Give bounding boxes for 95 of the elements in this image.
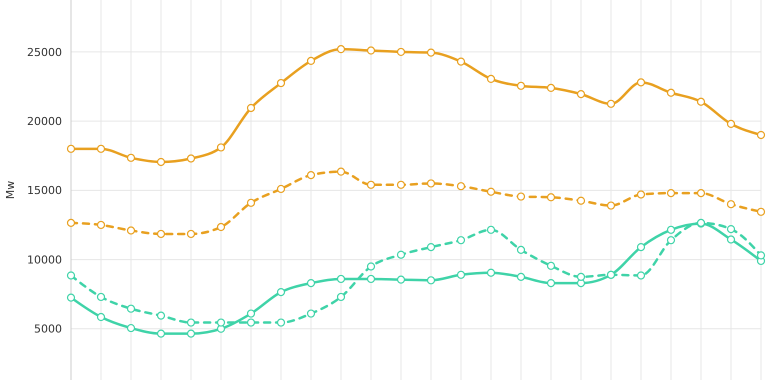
y-tick-label: 5000 — [34, 322, 62, 336]
point — [126, 154, 136, 162]
point — [456, 58, 466, 66]
point — [576, 272, 586, 281]
point — [726, 120, 736, 128]
point — [516, 246, 526, 254]
point — [96, 292, 106, 302]
point — [186, 154, 196, 163]
point — [726, 235, 736, 244]
y-tick-label: 20000 — [27, 114, 62, 128]
point — [276, 184, 286, 194]
point — [126, 324, 136, 332]
point — [636, 271, 646, 280]
point — [246, 318, 256, 327]
point — [756, 208, 766, 216]
point — [66, 144, 76, 153]
point — [696, 189, 706, 198]
point — [666, 88, 676, 97]
point — [366, 262, 376, 271]
point — [756, 130, 766, 140]
point — [276, 318, 286, 327]
point — [96, 220, 106, 230]
point — [396, 250, 406, 259]
point — [546, 84, 556, 92]
point — [96, 312, 106, 322]
point — [546, 193, 556, 202]
point — [486, 74, 496, 84]
point — [426, 276, 436, 284]
point — [246, 309, 256, 318]
point — [66, 271, 76, 280]
point — [366, 180, 376, 189]
point — [756, 251, 766, 260]
point — [306, 56, 316, 66]
point — [366, 274, 376, 284]
point — [396, 48, 406, 56]
point — [606, 100, 616, 108]
point — [156, 158, 166, 166]
point — [216, 318, 226, 327]
point — [726, 200, 736, 208]
point — [336, 45, 346, 54]
point — [216, 143, 226, 152]
point — [186, 330, 196, 338]
point — [456, 236, 466, 244]
point — [486, 226, 496, 234]
point — [96, 144, 106, 153]
point — [426, 243, 436, 252]
point — [246, 104, 256, 112]
point — [426, 179, 436, 188]
point — [276, 288, 286, 296]
point — [546, 278, 556, 288]
point — [186, 318, 196, 327]
point — [456, 182, 466, 190]
point — [156, 330, 166, 338]
point — [516, 192, 526, 201]
point — [336, 168, 346, 176]
y-tick-label: 25000 — [27, 46, 62, 59]
point — [126, 226, 136, 235]
point — [576, 196, 586, 205]
point — [456, 270, 466, 279]
point — [276, 78, 286, 88]
point — [726, 225, 736, 234]
point — [666, 236, 676, 244]
point — [306, 171, 316, 180]
point — [486, 188, 496, 196]
point — [666, 189, 676, 198]
point — [636, 78, 646, 86]
point — [516, 82, 526, 90]
point — [666, 226, 676, 234]
point — [396, 276, 406, 284]
point — [156, 312, 166, 320]
point — [156, 230, 166, 238]
point — [606, 201, 616, 210]
point — [186, 230, 196, 238]
point — [486, 268, 496, 277]
point — [66, 218, 76, 227]
point — [336, 292, 346, 302]
point — [546, 262, 556, 270]
point — [396, 180, 406, 189]
y-tick-label: 15000 — [27, 184, 62, 198]
point — [636, 243, 646, 252]
point — [306, 278, 316, 288]
point — [636, 190, 646, 199]
point — [306, 309, 316, 318]
point — [516, 272, 526, 281]
y-tick-label: 10000 — [27, 253, 62, 266]
point — [126, 304, 136, 313]
point — [336, 274, 346, 284]
point — [246, 198, 256, 207]
y-axis-title: Mw — [4, 180, 17, 200]
point — [576, 90, 586, 98]
point — [696, 98, 706, 106]
point — [366, 46, 376, 55]
point — [216, 222, 226, 232]
point — [66, 294, 76, 302]
point — [426, 48, 436, 57]
